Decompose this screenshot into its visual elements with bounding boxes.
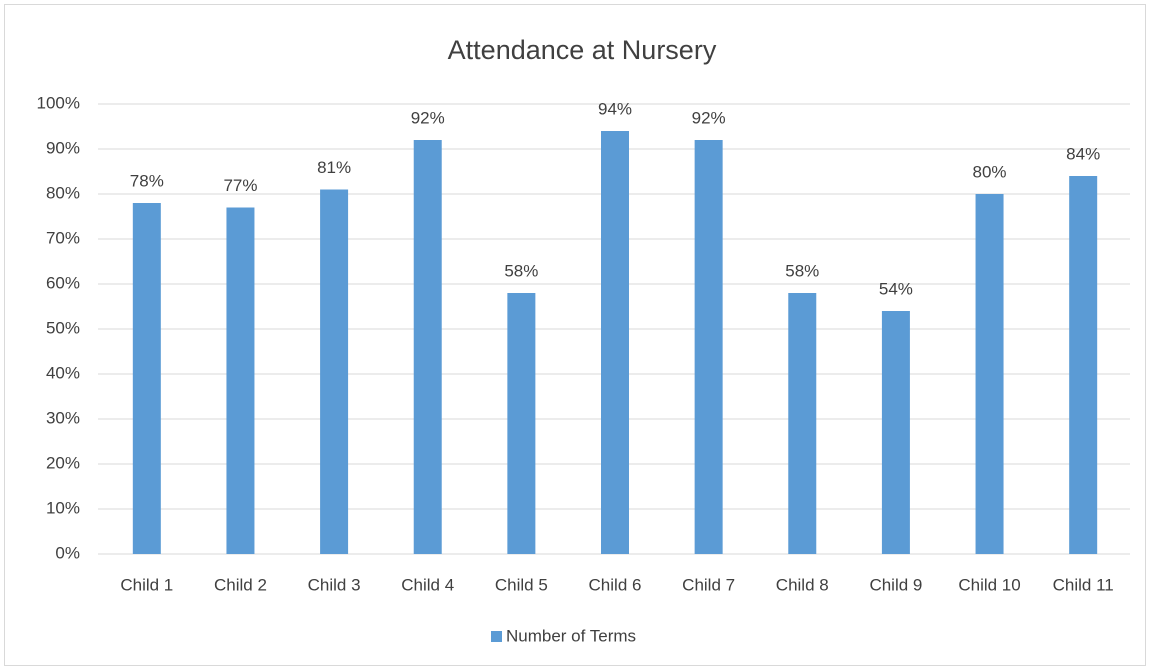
x-tick-label: Child 4 [401, 575, 454, 594]
y-tick-label: 40% [46, 363, 80, 382]
y-tick-label: 70% [46, 228, 80, 247]
bar [320, 189, 349, 554]
y-tick-label: 80% [46, 183, 80, 202]
x-tick-label: Child 5 [495, 575, 548, 594]
bar [975, 194, 1004, 554]
legend-label: Number of Terms [506, 626, 636, 645]
y-tick-label: 30% [46, 408, 80, 427]
x-tick-label: Child 11 [1053, 575, 1114, 594]
bar [226, 207, 255, 554]
y-tick-label: 10% [46, 498, 80, 517]
data-label: 78% [130, 171, 164, 190]
data-label: 77% [223, 176, 257, 195]
x-tick-label: Child 10 [958, 575, 1020, 594]
bar [788, 293, 817, 554]
data-label: 92% [692, 108, 726, 127]
bar [507, 293, 536, 554]
x-tick-label: Child 1 [120, 575, 173, 594]
data-label: 84% [1066, 144, 1100, 163]
y-tick-label: 100% [37, 93, 80, 112]
data-label: 58% [504, 261, 538, 280]
chart-border [4, 4, 1146, 666]
x-tick-label: Child 7 [682, 575, 735, 594]
data-label: 80% [973, 162, 1007, 181]
data-label: 94% [598, 99, 632, 118]
chart-title: Attendance at Nursery [448, 35, 717, 65]
bar [132, 203, 161, 554]
data-label: 81% [317, 158, 351, 177]
x-tick-label: Child 3 [308, 575, 361, 594]
data-label: 92% [411, 108, 445, 127]
bar [694, 140, 723, 554]
x-tick-label: Child 6 [589, 575, 642, 594]
y-tick-label: 0% [55, 543, 80, 562]
y-tick-label: 20% [46, 453, 80, 472]
data-label: 54% [879, 279, 913, 298]
y-tick-label: 90% [46, 138, 80, 157]
y-tick-label: 60% [46, 273, 80, 292]
x-tick-label: Child 2 [214, 575, 267, 594]
bar [881, 311, 910, 554]
bar [601, 131, 629, 554]
legend-swatch [491, 631, 502, 642]
x-tick-label: Child 8 [776, 575, 829, 594]
bar [1069, 176, 1098, 554]
data-label: 58% [785, 261, 819, 280]
x-tick-label: Child 9 [869, 575, 922, 594]
bar [413, 140, 442, 554]
y-tick-label: 50% [46, 318, 80, 337]
